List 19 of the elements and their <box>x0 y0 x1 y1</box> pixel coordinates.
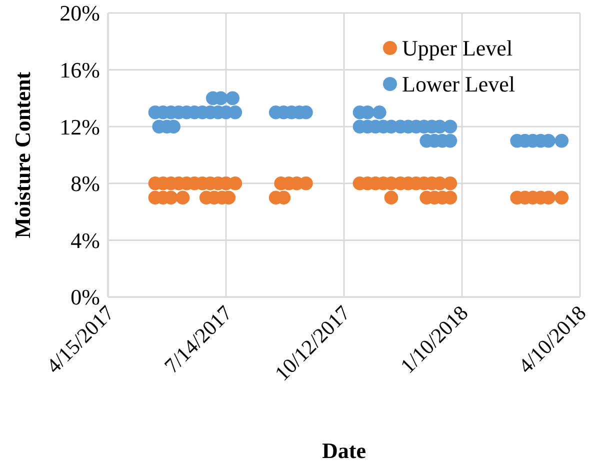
y-tick-label: 20% <box>60 0 100 26</box>
point <box>176 190 190 204</box>
y-tick-label: 16% <box>60 58 100 82</box>
point <box>554 190 569 204</box>
y-tick-label: 8% <box>70 171 100 196</box>
point <box>443 120 458 134</box>
y-tick-label: 4% <box>70 228 100 253</box>
point <box>554 134 569 148</box>
y-tick-label: 0% <box>70 284 100 310</box>
y-axis-title: Moisture Content <box>10 71 35 238</box>
legend-label: Upper Level <box>402 36 513 61</box>
legend-label: Lower Level <box>402 72 515 97</box>
point <box>226 91 240 106</box>
y-tick-label: 12% <box>60 114 100 140</box>
point <box>372 106 386 120</box>
point <box>443 176 458 190</box>
point <box>299 176 313 190</box>
point <box>384 190 398 204</box>
x-axis-title: Date <box>322 438 366 463</box>
